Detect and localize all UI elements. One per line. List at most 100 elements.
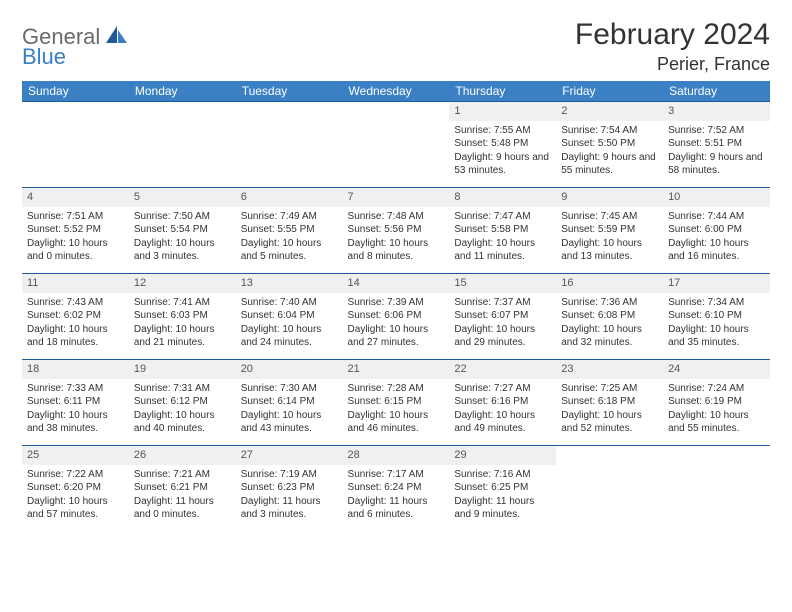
sunrise-line: Sunrise: 7:24 AM [668, 382, 765, 396]
daylight-line: Daylight: 10 hours and 11 minutes. [454, 237, 551, 264]
sunset-line: Sunset: 5:59 PM [561, 223, 658, 237]
sunrise-line: Sunrise: 7:33 AM [27, 382, 124, 396]
calendar-day-cell: 5Sunrise: 7:50 AMSunset: 5:54 PMDaylight… [129, 188, 236, 274]
calendar-day-cell: 29Sunrise: 7:16 AMSunset: 6:25 PMDayligh… [449, 446, 556, 532]
day-body: Sunrise: 7:43 AMSunset: 6:02 PMDaylight:… [22, 293, 129, 354]
calendar-day-cell: 7Sunrise: 7:48 AMSunset: 5:56 PMDaylight… [343, 188, 450, 274]
day-body: Sunrise: 7:55 AMSunset: 5:48 PMDaylight:… [449, 121, 556, 182]
calendar-empty-cell [236, 102, 343, 188]
calendar-body: 1Sunrise: 7:55 AMSunset: 5:48 PMDaylight… [22, 102, 770, 532]
calendar-day-cell: 25Sunrise: 7:22 AMSunset: 6:20 PMDayligh… [22, 446, 129, 532]
sunrise-line: Sunrise: 7:44 AM [668, 210, 765, 224]
day-body: Sunrise: 7:48 AMSunset: 5:56 PMDaylight:… [343, 207, 450, 268]
calendar-empty-cell [556, 446, 663, 532]
daylight-line: Daylight: 10 hours and 57 minutes. [27, 495, 124, 522]
sunset-line: Sunset: 6:25 PM [454, 481, 551, 495]
day-body: Sunrise: 7:37 AMSunset: 6:07 PMDaylight:… [449, 293, 556, 354]
title-block: February 2024 Perier, France [575, 18, 770, 75]
brand-part2-wrap: Blue [22, 44, 66, 70]
day-body: Sunrise: 7:39 AMSunset: 6:06 PMDaylight:… [343, 293, 450, 354]
sunrise-line: Sunrise: 7:27 AM [454, 382, 551, 396]
day-body: Sunrise: 7:19 AMSunset: 6:23 PMDaylight:… [236, 465, 343, 526]
day-number: 3 [663, 102, 770, 121]
daylight-line: Daylight: 11 hours and 3 minutes. [241, 495, 338, 522]
header: General February 2024 Perier, France [22, 18, 770, 75]
day-number: 12 [129, 274, 236, 293]
calendar-day-cell: 21Sunrise: 7:28 AMSunset: 6:15 PMDayligh… [343, 360, 450, 446]
day-number: 4 [22, 188, 129, 207]
day-body: Sunrise: 7:28 AMSunset: 6:15 PMDaylight:… [343, 379, 450, 440]
day-number: 17 [663, 274, 770, 293]
brand-sail-icon [106, 26, 128, 49]
sunrise-line: Sunrise: 7:45 AM [561, 210, 658, 224]
sunrise-line: Sunrise: 7:28 AM [348, 382, 445, 396]
sunset-line: Sunset: 6:19 PM [668, 395, 765, 409]
calendar-day-cell: 19Sunrise: 7:31 AMSunset: 6:12 PMDayligh… [129, 360, 236, 446]
calendar-empty-cell [343, 102, 450, 188]
day-number: 18 [22, 360, 129, 379]
sunrise-line: Sunrise: 7:54 AM [561, 124, 658, 138]
calendar-day-cell: 22Sunrise: 7:27 AMSunset: 6:16 PMDayligh… [449, 360, 556, 446]
calendar-week-row: 25Sunrise: 7:22 AMSunset: 6:20 PMDayligh… [22, 446, 770, 532]
sunrise-line: Sunrise: 7:34 AM [668, 296, 765, 310]
sunset-line: Sunset: 6:08 PM [561, 309, 658, 323]
day-number: 15 [449, 274, 556, 293]
daylight-line: Daylight: 9 hours and 55 minutes. [561, 151, 658, 178]
calendar-day-cell: 18Sunrise: 7:33 AMSunset: 6:11 PMDayligh… [22, 360, 129, 446]
day-body: Sunrise: 7:34 AMSunset: 6:10 PMDaylight:… [663, 293, 770, 354]
sunset-line: Sunset: 6:18 PM [561, 395, 658, 409]
sunrise-line: Sunrise: 7:25 AM [561, 382, 658, 396]
calendar-day-cell: 3Sunrise: 7:52 AMSunset: 5:51 PMDaylight… [663, 102, 770, 188]
day-body: Sunrise: 7:45 AMSunset: 5:59 PMDaylight:… [556, 207, 663, 268]
sunset-line: Sunset: 6:06 PM [348, 309, 445, 323]
location: Perier, France [575, 54, 770, 75]
weekday-header: Thursday [449, 81, 556, 102]
day-number: 10 [663, 188, 770, 207]
daylight-line: Daylight: 10 hours and 40 minutes. [134, 409, 231, 436]
sunset-line: Sunset: 6:14 PM [241, 395, 338, 409]
sunset-line: Sunset: 5:50 PM [561, 137, 658, 151]
sunset-line: Sunset: 6:24 PM [348, 481, 445, 495]
sunset-line: Sunset: 6:10 PM [668, 309, 765, 323]
day-body: Sunrise: 7:17 AMSunset: 6:24 PMDaylight:… [343, 465, 450, 526]
sunrise-line: Sunrise: 7:36 AM [561, 296, 658, 310]
daylight-line: Daylight: 10 hours and 5 minutes. [241, 237, 338, 264]
day-number: 29 [449, 446, 556, 465]
daylight-line: Daylight: 10 hours and 32 minutes. [561, 323, 658, 350]
day-number: 23 [556, 360, 663, 379]
day-body: Sunrise: 7:36 AMSunset: 6:08 PMDaylight:… [556, 293, 663, 354]
sunset-line: Sunset: 6:11 PM [27, 395, 124, 409]
calendar-day-cell: 20Sunrise: 7:30 AMSunset: 6:14 PMDayligh… [236, 360, 343, 446]
daylight-line: Daylight: 10 hours and 55 minutes. [668, 409, 765, 436]
sunrise-line: Sunrise: 7:55 AM [454, 124, 551, 138]
day-body: Sunrise: 7:27 AMSunset: 6:16 PMDaylight:… [449, 379, 556, 440]
day-number: 6 [236, 188, 343, 207]
weekday-header: Sunday [22, 81, 129, 102]
day-number: 11 [22, 274, 129, 293]
calendar-day-cell: 4Sunrise: 7:51 AMSunset: 5:52 PMDaylight… [22, 188, 129, 274]
calendar-day-cell: 26Sunrise: 7:21 AMSunset: 6:21 PMDayligh… [129, 446, 236, 532]
daylight-line: Daylight: 11 hours and 6 minutes. [348, 495, 445, 522]
daylight-line: Daylight: 10 hours and 43 minutes. [241, 409, 338, 436]
month-title: February 2024 [575, 18, 770, 52]
sunrise-line: Sunrise: 7:31 AM [134, 382, 231, 396]
sunrise-line: Sunrise: 7:40 AM [241, 296, 338, 310]
calendar-day-cell: 27Sunrise: 7:19 AMSunset: 6:23 PMDayligh… [236, 446, 343, 532]
sunset-line: Sunset: 6:21 PM [134, 481, 231, 495]
sunrise-line: Sunrise: 7:16 AM [454, 468, 551, 482]
daylight-line: Daylight: 10 hours and 46 minutes. [348, 409, 445, 436]
sunrise-line: Sunrise: 7:47 AM [454, 210, 551, 224]
day-body: Sunrise: 7:24 AMSunset: 6:19 PMDaylight:… [663, 379, 770, 440]
weekday-header: Wednesday [343, 81, 450, 102]
daylight-line: Daylight: 10 hours and 3 minutes. [134, 237, 231, 264]
calendar-week-row: 11Sunrise: 7:43 AMSunset: 6:02 PMDayligh… [22, 274, 770, 360]
calendar-day-cell: 23Sunrise: 7:25 AMSunset: 6:18 PMDayligh… [556, 360, 663, 446]
daylight-line: Daylight: 10 hours and 27 minutes. [348, 323, 445, 350]
calendar-day-cell: 10Sunrise: 7:44 AMSunset: 6:00 PMDayligh… [663, 188, 770, 274]
daylight-line: Daylight: 10 hours and 24 minutes. [241, 323, 338, 350]
sunset-line: Sunset: 5:56 PM [348, 223, 445, 237]
daylight-line: Daylight: 10 hours and 38 minutes. [27, 409, 124, 436]
sunrise-line: Sunrise: 7:48 AM [348, 210, 445, 224]
day-number: 13 [236, 274, 343, 293]
day-body: Sunrise: 7:33 AMSunset: 6:11 PMDaylight:… [22, 379, 129, 440]
